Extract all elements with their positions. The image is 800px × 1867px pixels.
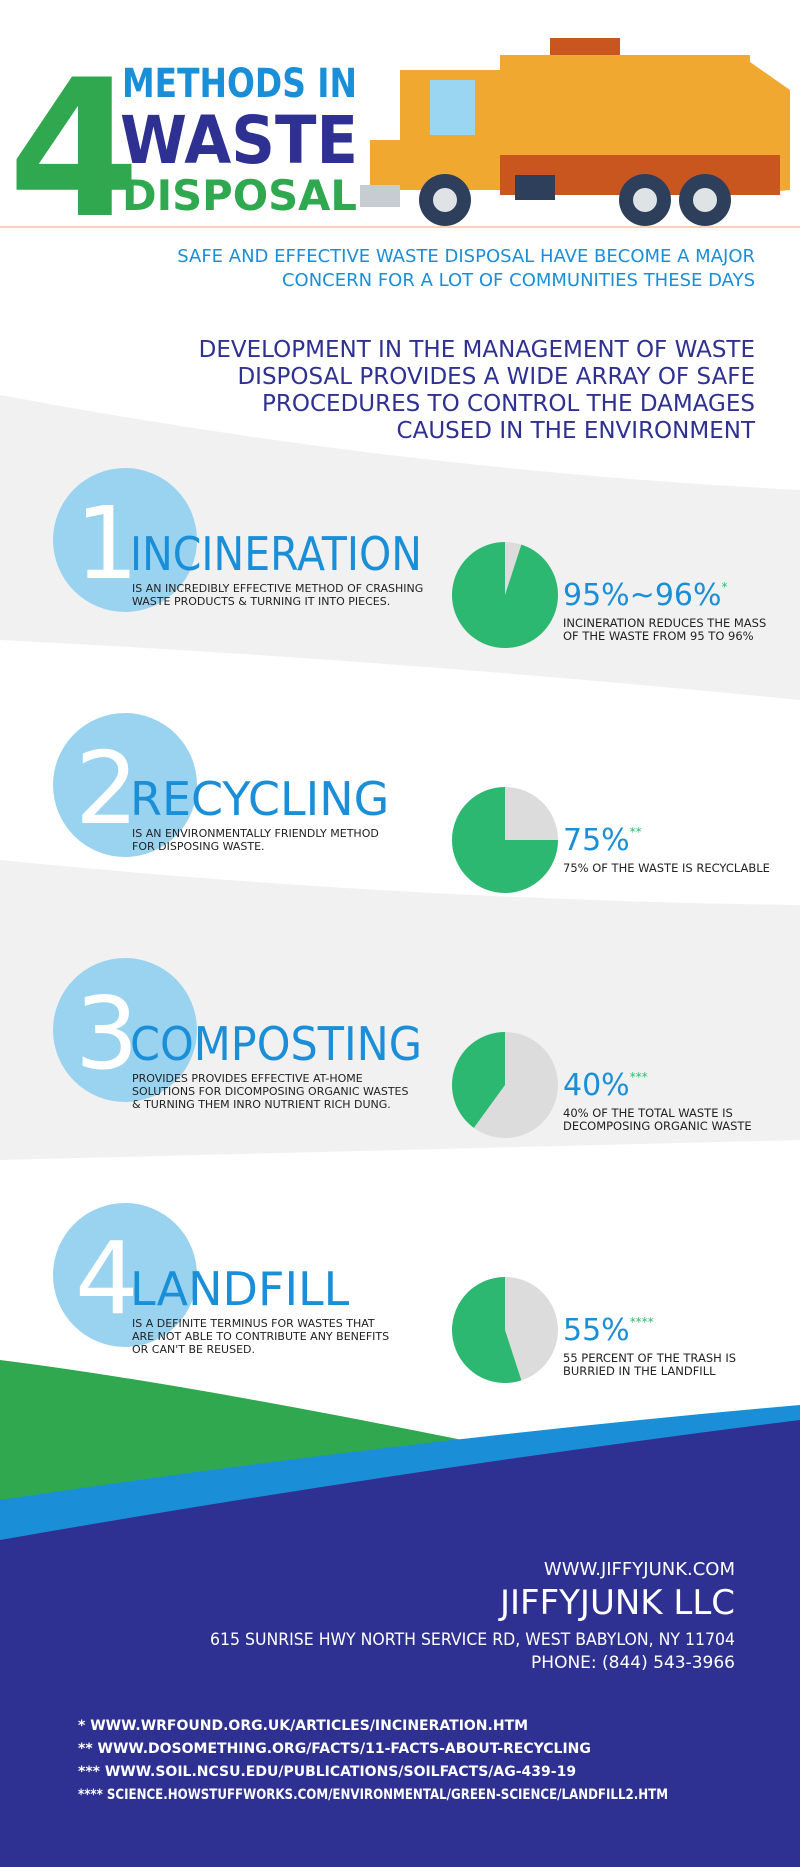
method-description: IS AN INCREDIBLY EFFECTIVE METHOD OF CRA… — [132, 582, 423, 595]
number-circle — [53, 1203, 197, 1347]
percent-caption: INCINERATION REDUCES THE MASS — [563, 616, 766, 630]
note-marker: * — [722, 580, 728, 594]
development-line: CAUSED IN THE ENVIRONMENT — [397, 418, 756, 444]
band — [0, 395, 800, 700]
percent-caption: BURRIED IN THE LANDFILL — [563, 1364, 716, 1378]
number-circle — [53, 468, 197, 612]
method-title: COMPOSTING — [130, 1017, 422, 1071]
truck — [360, 38, 790, 226]
band — [0, 860, 800, 1160]
intro-line: CONCERN FOR A LOT OF COMMUNITIES THESE D… — [282, 270, 755, 291]
method-title: LANDFILL — [130, 1262, 350, 1316]
percent-label: 55%**** — [563, 1313, 654, 1348]
development-line: DISPOSAL PROVIDES A WIDE ARRAY OF SAFE — [237, 364, 755, 390]
header-line1: METHODS IN — [122, 61, 357, 107]
note-marker: ** — [630, 825, 642, 839]
method-description: & TURNING THEM INRO NUTRIENT RICH DUNG. — [132, 1098, 391, 1111]
percent-label: 40%*** — [563, 1068, 648, 1103]
percent-caption: 40% OF THE TOTAL WASTE IS — [563, 1106, 733, 1120]
percent-caption: OF THE WASTE FROM 95 TO 96% — [563, 629, 754, 643]
percent-text: 95%~96% — [563, 578, 722, 613]
method-number: 2 — [75, 730, 139, 847]
percent-caption: 75% OF THE WASTE IS RECYCLABLE — [563, 861, 770, 875]
source: *** WWW.SOIL.NCSU.EDU/PUBLICATIONS/SOILF… — [78, 1764, 576, 1780]
pie-slice — [451, 1032, 505, 1128]
percent-label: 95%~96%* — [563, 578, 728, 613]
website: WWW.JIFFYJUNK.COM — [544, 1559, 735, 1580]
number-circle — [53, 713, 197, 857]
pie-slice — [452, 1277, 522, 1383]
method-description: FOR DISPOSING WASTE. — [132, 840, 265, 853]
note-marker: **** — [630, 1315, 654, 1329]
percent-caption: DECOMPOSING ORGANIC WASTE — [563, 1119, 752, 1133]
method-description: OR CAN'T BE REUSED. — [132, 1343, 255, 1356]
method-number: 1 — [75, 485, 139, 602]
percent-caption: 55 PERCENT OF THE TRASH IS — [563, 1351, 736, 1365]
percent-text: 55% — [563, 1313, 630, 1348]
company: JIFFYJUNK LLC — [498, 1583, 735, 1623]
method-number: 3 — [75, 975, 139, 1092]
intro-line: SAFE AND EFFECTIVE WASTE DISPOSAL HAVE B… — [177, 246, 755, 267]
development-line: DEVELOPMENT IN THE MANAGEMENT OF WASTE — [199, 337, 755, 363]
note-marker: *** — [630, 1070, 648, 1084]
pie-slice — [452, 542, 559, 649]
phone: PHONE: (844) 543-3966 — [531, 1653, 735, 1673]
header-line2: WASTE — [120, 102, 358, 179]
address: 615 SUNRISE HWY NORTH SERVICE RD, WEST B… — [210, 1630, 735, 1650]
source: **** SCIENCE.HOWSTUFFWORKS.COM/ENVIRONME… — [78, 1787, 668, 1803]
method-title: INCINERATION — [130, 527, 422, 581]
percent-text: 40% — [563, 1068, 630, 1103]
header-line3: DISPOSAL — [122, 171, 357, 220]
source: ** WWW.DOSOMETHING.ORG/FACTS/11-FACTS-AB… — [78, 1741, 591, 1757]
method-description: WASTE PRODUCTS & TURNING IT INTO PIECES. — [132, 595, 390, 608]
method-description: PROVIDES PROVIDES EFFECTIVE AT-HOME — [132, 1072, 363, 1085]
header-number: 4 — [8, 39, 140, 260]
method-number: 4 — [75, 1220, 139, 1337]
method-description: ARE NOT ABLE TO CONTRIBUTE ANY BENEFITS — [132, 1330, 389, 1343]
method-description: IS AN ENVIRONMENTALLY FRIENDLY METHOD — [132, 827, 379, 840]
pie-slice — [452, 787, 558, 893]
percent-text: 75% — [563, 823, 630, 858]
percent-label: 75%** — [563, 823, 642, 858]
method-description: IS A DEFINITE TERMINUS FOR WASTES THAT — [132, 1317, 375, 1330]
method-description: SOLUTIONS FOR DICOMPOSING ORGANIC WASTES — [132, 1085, 408, 1098]
number-circle — [53, 958, 197, 1102]
method-title: RECYCLING — [130, 772, 389, 826]
footer-bg — [0, 1420, 800, 1867]
source: * WWW.WRFOUND.ORG.UK/ARTICLES/INCINERATI… — [78, 1718, 528, 1734]
development-line: PROCEDURES TO CONTROL THE DAMAGES — [262, 391, 755, 417]
